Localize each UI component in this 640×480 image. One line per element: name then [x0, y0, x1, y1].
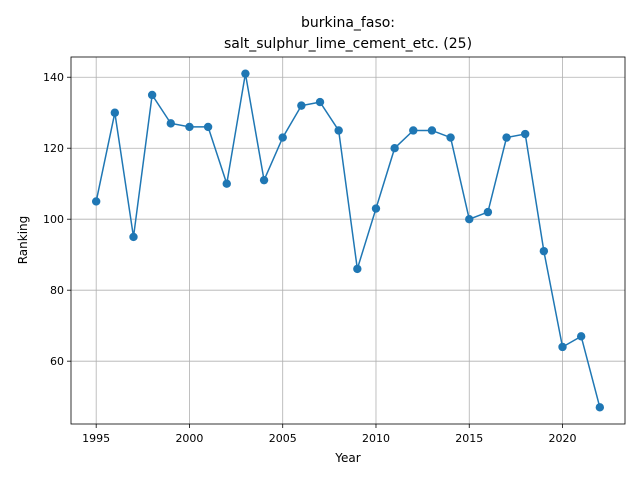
data-point — [483, 207, 493, 217]
data-point — [129, 232, 138, 242]
data-point — [502, 133, 511, 142]
data-point — [334, 126, 343, 135]
chart-title-line-2: salt_sulphur_lime_cement_etc. (25) — [224, 36, 472, 52]
data-point — [576, 332, 586, 341]
y-tick-label: 120 — [43, 142, 64, 155]
data-point — [203, 122, 213, 132]
data-point — [297, 101, 306, 110]
x-tick-label: 2005 — [269, 432, 297, 445]
data-point — [446, 133, 455, 142]
data-point — [166, 119, 175, 128]
data-point — [315, 97, 325, 107]
y-tick-label: 60 — [50, 355, 64, 368]
data-point — [259, 175, 269, 185]
data-point — [185, 122, 194, 132]
data-point — [91, 197, 101, 206]
data-point — [222, 179, 231, 188]
y-axis-ticks: 60 80 100 120 140 — [43, 71, 71, 368]
y-tick-label: 100 — [43, 213, 64, 226]
x-tick-label: 2010 — [362, 432, 390, 445]
x-tick-label: 1995 — [82, 432, 110, 445]
y-tick-label: 80 — [50, 284, 64, 297]
x-tick-label: 2020 — [549, 432, 577, 445]
data-point — [278, 133, 287, 142]
series-markers — [91, 69, 605, 412]
chart-title-line-1: burkina_faso: — [301, 15, 395, 31]
x-tick-label: 2015 — [455, 432, 483, 445]
x-axis-label: Year — [334, 451, 360, 465]
data-point — [595, 403, 605, 412]
data-point — [110, 108, 120, 117]
data-point — [371, 204, 381, 213]
data-point — [353, 264, 362, 274]
x-axis-ticks: 1995 2000 2005 2010 2015 2020 — [82, 424, 577, 445]
data-point — [465, 215, 474, 224]
data-point — [558, 342, 567, 352]
data-point — [539, 246, 549, 256]
series-line — [95, 73, 601, 408]
y-axis-label: Ranking — [16, 216, 30, 265]
data-point — [147, 90, 157, 100]
data-point — [409, 126, 418, 135]
plot-area-frame — [70, 56, 626, 425]
y-tick-label: 140 — [43, 71, 64, 84]
data-point — [241, 69, 250, 78]
data-point — [427, 126, 437, 135]
data-point — [521, 129, 530, 139]
data-point — [390, 144, 399, 153]
grid-lines — [71, 57, 625, 424]
x-tick-label: 2000 — [175, 432, 203, 445]
